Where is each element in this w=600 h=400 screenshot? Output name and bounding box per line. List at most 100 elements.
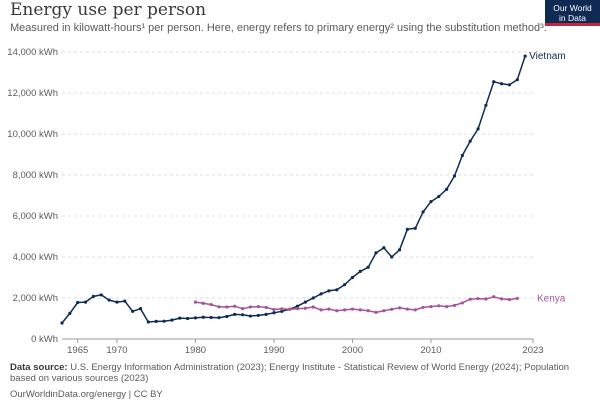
data-point-kenya (256, 305, 260, 309)
data-point-kenya (460, 301, 464, 305)
data-point-vietnam (76, 300, 80, 305)
data-point-kenya (311, 305, 315, 309)
data-point-vietnam (515, 78, 519, 82)
data-point-vietnam (178, 316, 182, 320)
data-point-kenya (350, 307, 355, 311)
data-point-vietnam (343, 283, 347, 287)
x-tick-label: 1970 (106, 345, 127, 356)
data-point-kenya (272, 307, 276, 312)
data-point-vietnam (138, 307, 143, 311)
y-tick-label: 14,000 kWh (7, 47, 58, 58)
data-point-vietnam (374, 251, 378, 255)
owid-logo[interactable]: Our World in Data (545, 0, 600, 26)
data-point-vietnam (366, 265, 370, 269)
logo-line-2: in Data (559, 13, 586, 23)
x-tick-label: 2000 (342, 345, 363, 356)
source-url[interactable]: OurWorldinData.org/energy | CC BY (10, 389, 163, 400)
x-tick-label: 1990 (263, 345, 284, 356)
data-point-vietnam (264, 312, 268, 316)
data-point-kenya (327, 307, 331, 311)
data-point-kenya (201, 301, 205, 305)
series-line-vietnam (61, 55, 526, 324)
data-point-vietnam (193, 316, 198, 320)
data-point-kenya (507, 298, 512, 302)
data-point-kenya (468, 297, 472, 301)
data-point-kenya (217, 305, 221, 309)
data-point-vietnam (280, 309, 284, 313)
data-point-vietnam (303, 300, 307, 304)
data-point-vietnam (421, 210, 425, 214)
series-label-vietnam: Vietnam (529, 51, 566, 62)
data-point-kenya (390, 307, 394, 311)
data-point-kenya (413, 308, 417, 312)
data-point-vietnam (405, 227, 409, 231)
data-point-kenya (319, 308, 323, 312)
data-point-vietnam (468, 139, 472, 143)
y-tick-label: 4,000 kWh (13, 252, 58, 263)
data-point-vietnam (217, 316, 221, 320)
x-tick-label: 1965 (67, 345, 88, 356)
data-point-vietnam (115, 300, 119, 304)
data-point-vietnam (397, 248, 402, 252)
data-point-vietnam (170, 318, 174, 322)
y-tick-label: 8,000 kWh (13, 170, 58, 181)
data-point-kenya (484, 297, 488, 301)
series-label-kenya: Kenya (537, 293, 566, 304)
data-point-kenya (429, 305, 433, 309)
chart-title: Energy use per person (10, 0, 207, 20)
data-point-vietnam (437, 194, 441, 199)
data-source-note: Data source: U.S. Energy Information Adm… (10, 362, 590, 384)
data-point-vietnam (492, 80, 496, 84)
data-point-kenya (374, 310, 378, 314)
data-point-vietnam (68, 311, 72, 315)
data-point-vietnam (335, 288, 339, 292)
data-point-vietnam (413, 226, 417, 230)
y-tick-label: 10,000 kWh (7, 129, 58, 140)
data-point-kenya (476, 297, 480, 301)
data-point-vietnam (154, 319, 158, 323)
x-tick-label: 2010 (420, 345, 441, 356)
data-point-kenya (233, 304, 237, 308)
data-point-kenya (366, 309, 370, 313)
data-point-vietnam (507, 83, 512, 87)
data-point-kenya (437, 304, 441, 308)
data-point-vietnam (390, 255, 394, 259)
data-point-vietnam (382, 246, 386, 250)
data-point-vietnam (523, 54, 527, 58)
data-point-vietnam (272, 311, 276, 315)
data-point-kenya (452, 303, 457, 307)
x-tick-label: 2023 (522, 345, 543, 356)
data-point-kenya (492, 295, 496, 299)
data-point-vietnam (358, 269, 362, 273)
x-tick-label: 1980 (185, 345, 206, 356)
data-point-vietnam (209, 315, 213, 320)
y-tick-label: 12,000 kWh (7, 88, 58, 99)
data-point-vietnam (131, 309, 135, 313)
data-point-kenya (209, 302, 213, 307)
data-point-kenya (421, 305, 425, 310)
data-source-label: Data source: (10, 362, 68, 373)
chart-subtitle: Measured in kilowatt-hours¹ per person. … (10, 22, 547, 34)
data-point-kenya (295, 307, 300, 311)
data-point-vietnam (225, 314, 229, 319)
data-point-vietnam (201, 315, 205, 319)
data-point-kenya (358, 308, 362, 312)
data-point-kenya (280, 307, 284, 311)
data-point-kenya (225, 305, 229, 309)
data-point-vietnam (476, 127, 480, 131)
data-point-kenya (248, 305, 252, 309)
data-point-vietnam (460, 153, 464, 158)
data-point-kenya (193, 300, 198, 304)
data-point-vietnam (83, 300, 88, 304)
data-point-vietnam (500, 82, 504, 86)
data-point-kenya (405, 307, 409, 311)
data-point-vietnam (233, 312, 237, 316)
data-point-vietnam (146, 320, 150, 324)
data-point-vietnam (186, 316, 190, 321)
data-source-text: U.S. Energy Information Administration (… (10, 362, 570, 384)
data-point-kenya (335, 309, 339, 313)
data-point-vietnam (350, 275, 355, 280)
data-point-kenya (303, 306, 307, 310)
data-point-kenya (343, 308, 347, 312)
data-point-kenya (382, 309, 386, 313)
